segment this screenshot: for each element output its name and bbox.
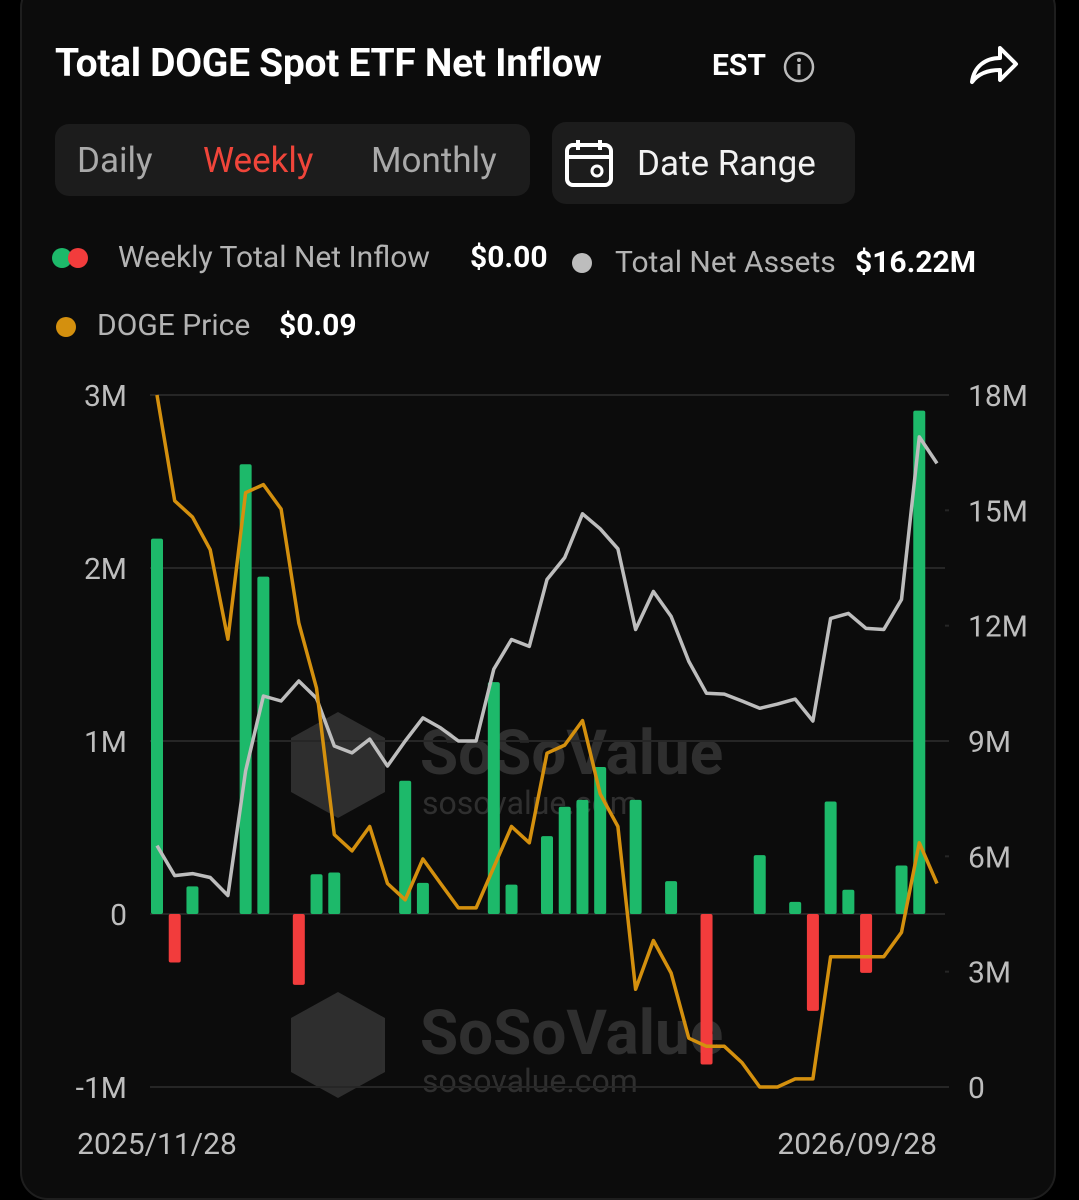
legend-name: Total Net Assets <box>615 245 836 280</box>
share-icon[interactable] <box>968 42 1020 88</box>
y2-tick-label: 15M <box>968 494 1028 529</box>
y-tick-label: 3M <box>84 379 127 414</box>
watermark-brand: SoSoValue <box>420 717 723 790</box>
y2-tick-label: 3M <box>968 956 1011 991</box>
title: Total DOGE Spot ETF Net Inflow <box>55 40 602 86</box>
watermark-brand: SoSoValue <box>420 997 723 1070</box>
tab-group <box>55 124 530 196</box>
bar <box>399 780 412 914</box>
bar <box>151 538 163 914</box>
legend-value: $16.22M <box>855 245 977 280</box>
date-range-button[interactable] <box>552 122 855 204</box>
bar <box>700 914 713 1065</box>
legend-name: DOGE Price <box>97 308 251 343</box>
line <box>155 394 939 1089</box>
bar <box>806 914 819 1011</box>
watermark-logo <box>291 712 385 818</box>
bar <box>310 874 323 914</box>
bar <box>576 799 589 914</box>
card <box>20 0 1056 1200</box>
legend-icon-assets <box>572 253 592 273</box>
y-tick-label: 0 <box>110 898 127 933</box>
tab-weekly[interactable]: Weekly <box>203 140 314 181</box>
legend-value: $0.00 <box>470 240 548 275</box>
bar <box>505 884 518 914</box>
bar <box>789 901 802 914</box>
bar <box>558 806 571 914</box>
legend-dot <box>68 248 88 268</box>
bar <box>292 914 305 985</box>
bar <box>257 576 270 914</box>
bar <box>842 889 855 914</box>
bar <box>328 872 341 914</box>
watermark: SoSoValue sosovalue.com SoSoValue sosova… <box>291 712 723 1100</box>
y2-tick-label: 12M <box>968 610 1028 645</box>
timezone[interactable]: EST <box>712 48 766 83</box>
bar <box>168 914 181 963</box>
watermark-site: sosovalue.com <box>422 1062 638 1100</box>
bar <box>753 855 766 914</box>
legend-icon-inflow <box>52 248 88 268</box>
x-tick-label: 2025/11/28 <box>77 1127 237 1162</box>
y2-tick-label: 6M <box>968 840 1011 875</box>
grid <box>150 394 945 1088</box>
info-icon[interactable] <box>782 50 816 84</box>
bar <box>824 801 837 914</box>
date-range-label[interactable]: Date Range <box>637 143 816 184</box>
line <box>155 435 939 898</box>
bar <box>416 882 429 914</box>
y-tick-label: 2M <box>84 552 127 587</box>
bar <box>541 836 553 914</box>
y2-tick-label: 0 <box>968 1071 985 1106</box>
legend-icon-price <box>56 317 76 337</box>
tab-monthly[interactable]: Monthly <box>371 140 497 181</box>
y2-tick-label: 9M <box>968 725 1011 760</box>
watermark-logo <box>291 992 385 1098</box>
bar <box>860 914 873 973</box>
bar <box>913 410 926 914</box>
calendar-icon <box>565 140 613 187</box>
bar <box>629 799 642 914</box>
bar <box>594 766 607 914</box>
bar <box>665 881 678 914</box>
y-tick-label: 1M <box>84 725 127 760</box>
bar <box>895 865 908 914</box>
x-tick-label: 2026/09/28 <box>777 1127 937 1162</box>
bar <box>186 886 199 914</box>
tab-daily[interactable]: Daily <box>77 140 153 181</box>
legend-name: Weekly Total Net Inflow <box>118 240 430 275</box>
y-tick-label: -1M <box>76 1071 127 1106</box>
legend-value: $0.09 <box>279 308 357 343</box>
y2-tick-label: 18M <box>968 379 1028 414</box>
legend-dot <box>52 248 72 268</box>
